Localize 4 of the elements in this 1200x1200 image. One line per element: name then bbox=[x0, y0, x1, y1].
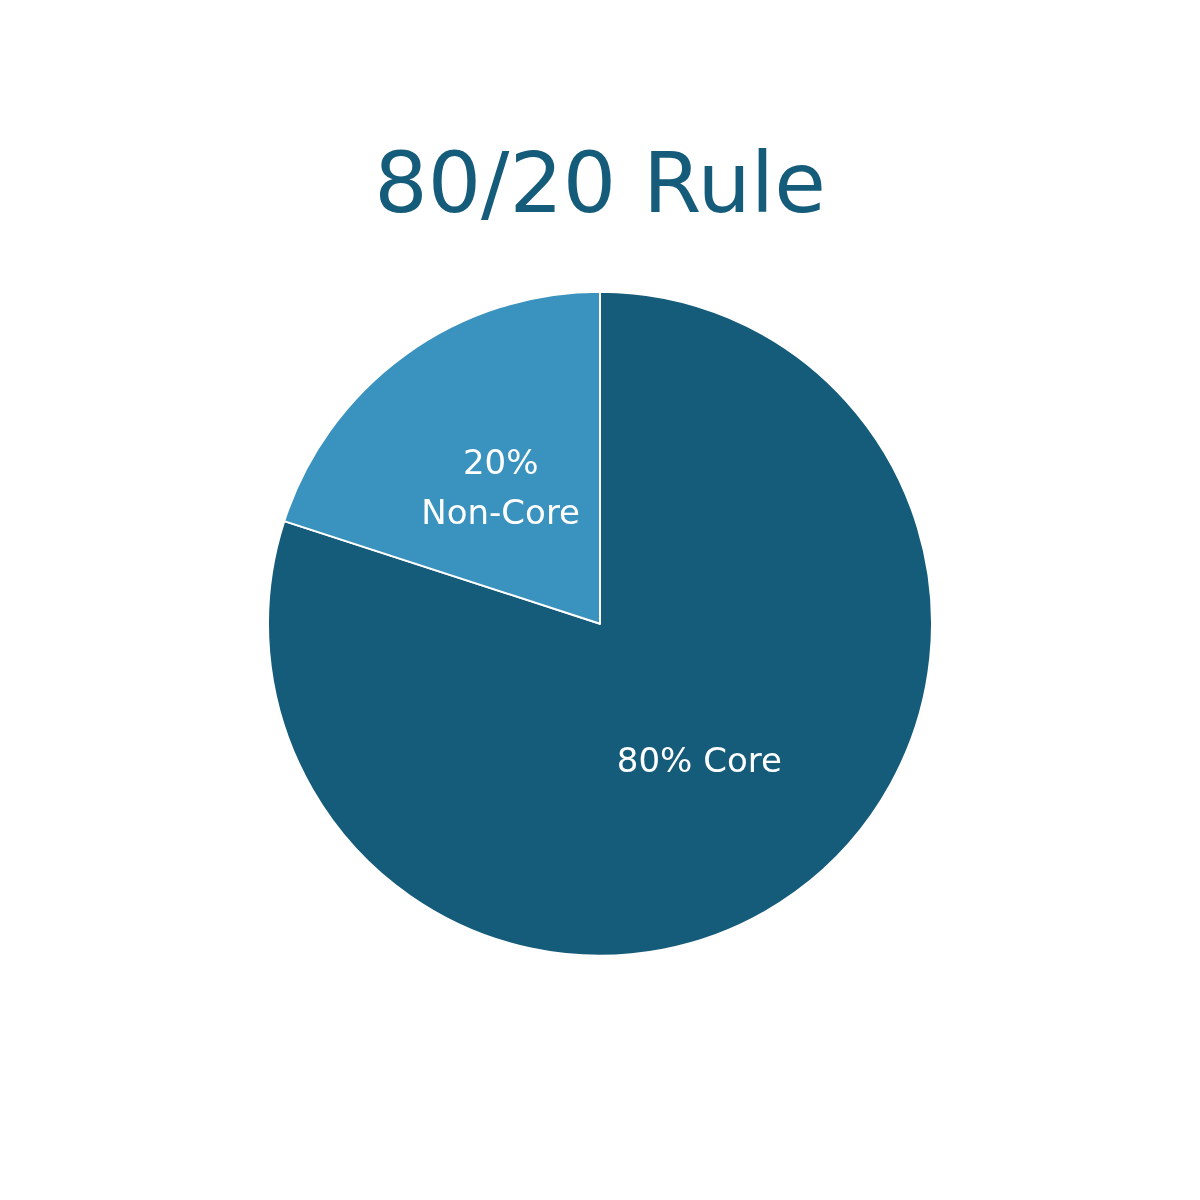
data-label: 20% bbox=[462, 441, 539, 482]
chart-title: 80/20 Rule bbox=[374, 134, 826, 232]
slice-label: 80% Core bbox=[616, 740, 782, 781]
slice-label: Non-Core bbox=[421, 491, 581, 532]
